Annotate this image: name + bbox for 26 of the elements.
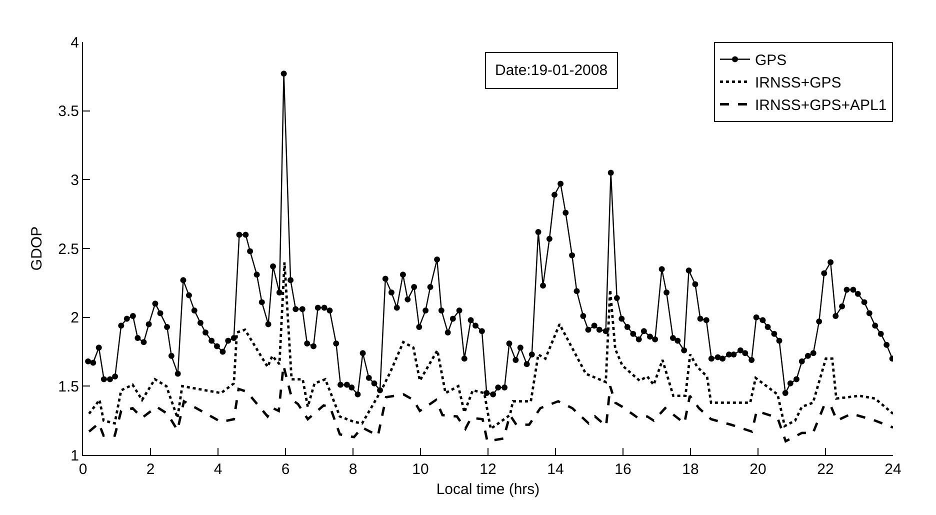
annotation: Date:19-01-2008 (495, 62, 608, 79)
x-tick-label: 10 (412, 461, 429, 478)
y-axis-title: GDOP (28, 226, 46, 271)
x-tick-label: 20 (750, 461, 766, 478)
y-tick-label: 4 (70, 34, 79, 52)
y-tick-label: 2 (70, 310, 79, 327)
x-tick-label: 22 (817, 461, 834, 478)
y-tick-label: 1 (70, 447, 79, 464)
x-tick-label: 4 (214, 461, 222, 478)
y-tick-label: 3.5 (58, 103, 79, 120)
y-tick-label: 1.5 (58, 378, 79, 396)
x-tick-label: 24 (884, 461, 902, 478)
x-tick-label: 18 (682, 461, 699, 478)
y-tick-label: 3 (70, 172, 79, 189)
x-tick-label: 16 (614, 461, 632, 478)
y-tick-label: 2.5 (58, 240, 79, 258)
x-tick-label: 6 (281, 461, 290, 478)
legend-label: IRNSS+GPS (755, 74, 842, 92)
x-tick-label: 0 (78, 461, 88, 478)
x-tick-label: 2 (146, 461, 155, 478)
legend-label: IRNSS+GPS+APL1 (755, 97, 887, 114)
x-tick-label: 12 (480, 461, 496, 478)
x-axis-title: Local time (hrs) (436, 481, 540, 498)
x-tick-label: 14 (547, 461, 564, 478)
legend-label: GPS (755, 52, 787, 70)
x-tick-label: 8 (348, 461, 358, 478)
